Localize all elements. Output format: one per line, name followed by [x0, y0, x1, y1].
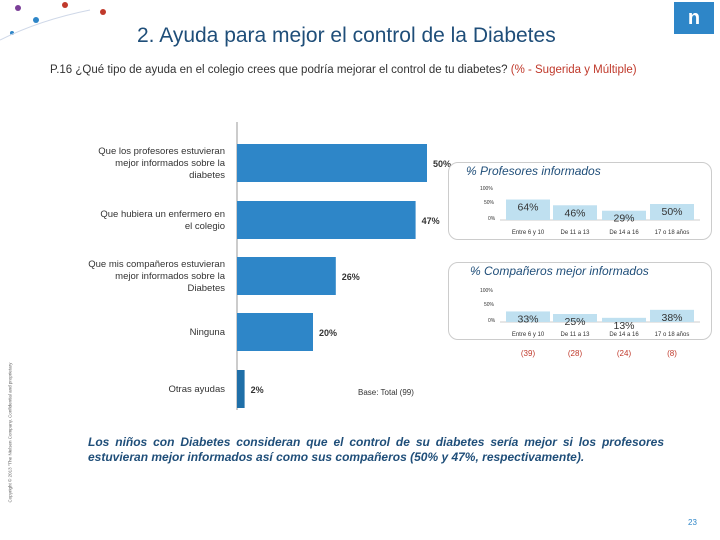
main-category-label: Ninguna: [190, 327, 226, 338]
main-category-line: Que hubiera un enfermero en: [100, 209, 225, 220]
profesores-value-label: 50%: [661, 206, 682, 218]
decor-curve: [0, 9, 91, 41]
companeros-ytick-0: 0%: [488, 318, 496, 324]
main-value-label: 47%: [422, 216, 440, 226]
profesores-panel: [448, 162, 712, 240]
companeros-category-label: Entre 6 y 10: [512, 332, 545, 338]
page-title: 2. Ayuda para mejor el control de la Dia…: [137, 24, 556, 47]
companeros-bar: [602, 317, 646, 322]
main-category-line: el colegio: [185, 221, 225, 232]
companeros-value-label: 38%: [661, 312, 682, 324]
page-number: 23: [688, 518, 697, 527]
companeros-bar: [506, 311, 550, 322]
profesores-chart-title: % Profesores informados: [466, 164, 601, 178]
main-value-label: 26%: [342, 272, 360, 282]
companeros-value-label: 25%: [564, 316, 585, 328]
profesores-bar: [553, 205, 597, 220]
companeros-category-label: De 14 a 16: [609, 332, 639, 338]
profesores-bar: [602, 210, 646, 220]
companeros-base-count: (39): [521, 349, 536, 358]
profesores-category-label: Entre 6 y 10: [512, 230, 545, 236]
profesores-ytick-50: 50%: [484, 200, 495, 206]
profesores-bar: [506, 199, 550, 220]
main-bar: [237, 370, 245, 408]
question-note: (% - Sugerida y Múltiple): [510, 64, 637, 76]
conclusion-text: Los niños con Diabetes consideran que el…: [88, 435, 664, 464]
main-value-label: 2%: [251, 385, 264, 395]
question-text: P.16 ¿Qué tipo de ayuda en el colegio cr…: [50, 64, 637, 76]
companeros-category-label: 17 o 18 años: [655, 332, 690, 338]
profesores-value-label: 46%: [564, 207, 585, 219]
main-category-label: Que hubiera un enfermero en el colegio: [100, 209, 225, 232]
decor-dot: [33, 17, 39, 23]
profesores-category-label: 17 o 18 años: [655, 230, 690, 236]
companeros-bar: [553, 314, 597, 322]
profesores-bar: [650, 204, 694, 220]
main-category-line: Que mis compañeros estuvieran: [88, 259, 225, 270]
decor-dot: [62, 2, 68, 8]
companeros-chart-title: % Compañeros mejor informados: [470, 264, 649, 278]
main-bar: [237, 201, 416, 239]
main-bar: [237, 313, 313, 351]
companeros-base-count: (8): [667, 349, 677, 358]
companeros-panel: [448, 262, 712, 340]
main-category-line: Diabetes: [188, 283, 226, 294]
companeros-category-label: De 11 a 13: [561, 332, 591, 338]
main-category-line: Ninguna: [190, 327, 226, 338]
companeros-bar: [650, 309, 694, 322]
companeros-base-count: (28): [568, 349, 583, 358]
main-category-line: mejor informados sobre la: [115, 271, 226, 282]
main-category-line: Que los profesores estuvieran: [98, 146, 225, 157]
companeros-base-count: (24): [617, 349, 632, 358]
main-category-label: Otras ayudas: [169, 384, 226, 395]
decor-dot: [100, 9, 106, 15]
profesores-ytick-100: 100%: [480, 186, 493, 192]
profesores-category-label: De 14 a 16: [609, 230, 639, 236]
question-main: P.16 ¿Qué tipo de ayuda en el colegio cr…: [50, 64, 508, 76]
profesores-value-label: 29%: [613, 213, 634, 225]
profesores-category-label: De 11 a 13: [561, 230, 591, 236]
nielsen-logo: n: [674, 2, 714, 34]
main-category-line: diabetes: [189, 170, 225, 181]
main-bar: [237, 144, 427, 182]
main-category-label: Que los profesores estuvieran mejor infor…: [98, 146, 225, 181]
main-category-line: mejor informados sobre la: [115, 158, 226, 169]
companeros-value-label: 33%: [517, 313, 538, 325]
companeros-ytick-100: 100%: [480, 288, 493, 294]
main-bar: [237, 257, 336, 295]
base-note: Base: Total (99): [358, 388, 414, 397]
main-category-line: Otras ayudas: [169, 384, 226, 395]
decorative-dots: [0, 2, 106, 41]
main-value-label: 20%: [319, 328, 337, 338]
main-category-label: Que mis compañeros estuvieran mejor infor…: [88, 259, 225, 294]
profesores-value-label: 64%: [517, 202, 538, 214]
profesores-ytick-0: 0%: [488, 216, 496, 222]
main-value-label: 50%: [433, 159, 451, 169]
decor-dot: [15, 5, 21, 11]
companeros-value-label: 13%: [613, 320, 634, 332]
companeros-ytick-50: 50%: [484, 302, 495, 308]
